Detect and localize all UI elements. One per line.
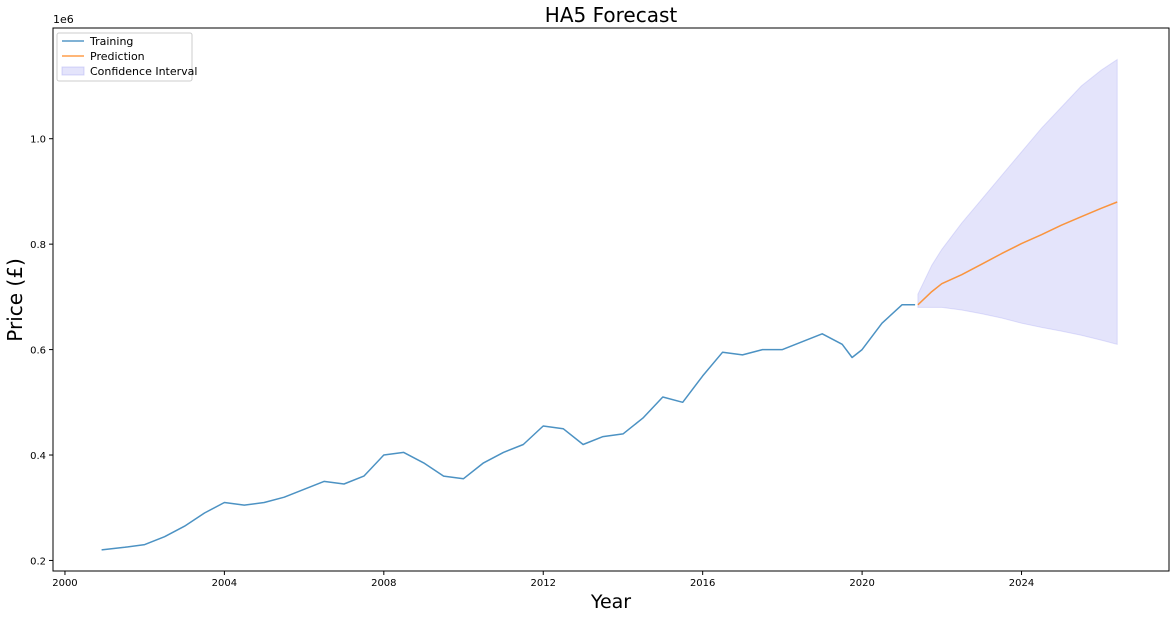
y-axis: 0.2 0.4 0.6 0.8 1.0 [30,135,53,567]
legend-prediction-label: Prediction [90,50,145,63]
training-line [101,304,916,551]
y-axis-label: Price (£) [3,258,27,341]
y-tick-label: 1.0 [30,135,46,146]
legend-ci-label: Confidence Interval [90,65,197,78]
confidence-interval-band [917,58,1118,345]
y-tick-label: 0.2 [30,556,46,567]
y-tick-label: 0.4 [30,451,46,462]
x-tick-label: 2008 [371,578,396,589]
plot-layer [101,58,1118,551]
y-tick-label: 0.8 [30,240,46,251]
x-axis: 2000 2004 2008 2012 2016 2020 2024 [52,571,1034,589]
x-tick-label: 2024 [1009,578,1034,589]
legend-ci-swatch [61,66,85,76]
prediction-line [917,201,1118,306]
x-axis-label: Year [590,591,631,613]
x-tick-label: 2020 [849,578,874,589]
x-tick-label: 2012 [531,578,556,589]
y-tick-label: 0.6 [30,346,46,357]
plot-frame [52,27,1170,572]
x-tick-label: 2016 [690,578,715,589]
legend-box [56,32,193,82]
legend-training-label: Training [89,35,133,48]
x-tick-label: 2004 [212,578,237,589]
y-offset-label: 1e6 [53,13,74,26]
x-tick-label: 2000 [52,578,77,589]
legend: Training Prediction Confidence Interval [56,32,197,82]
chart-title: HA5 Forecast [545,3,678,27]
